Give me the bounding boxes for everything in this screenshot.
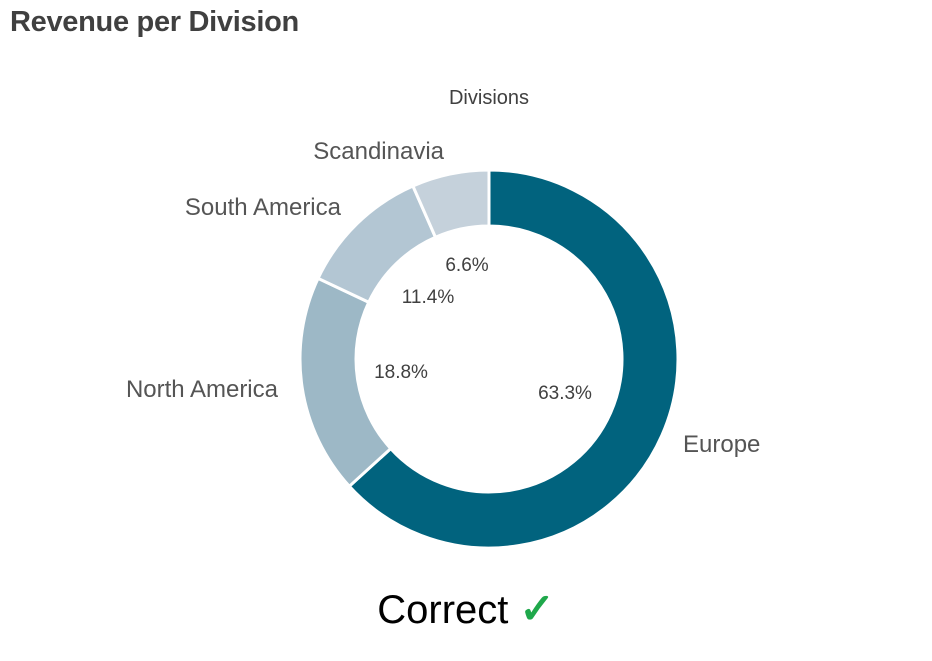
category-label-south-america: South America [185, 194, 342, 221]
slice-europe[interactable] [347, 168, 680, 550]
donut-chart: Divisions 63.3% 18.8% 11.4% 6.6% Europe Nort… [126, 87, 760, 550]
chart-title: Revenue per Division [10, 6, 299, 38]
value-label-europe: 63.3% [538, 383, 592, 404]
value-labels: 63.3% 18.8% 11.4% 6.6% [374, 255, 592, 404]
slices-layer [298, 168, 680, 550]
value-label-north-america: 18.8% [374, 362, 428, 383]
category-label-north-america: North America [126, 376, 279, 403]
footer: Correct ✓ [0, 584, 932, 633]
footer-text: Correct [377, 588, 509, 632]
value-label-south-america: 11.4% [402, 287, 455, 308]
check-icon: ✓ [519, 585, 555, 632]
category-label-europe: Europe [683, 431, 760, 458]
category-label-scandinavia: Scandinavia [313, 138, 444, 165]
value-label-scandinavia: 6.6% [445, 255, 488, 276]
category-labels: Europe North America South America Scandina… [126, 138, 760, 458]
legend-title: Divisions [449, 87, 529, 109]
slice-scandinavia[interactable] [410, 168, 491, 240]
